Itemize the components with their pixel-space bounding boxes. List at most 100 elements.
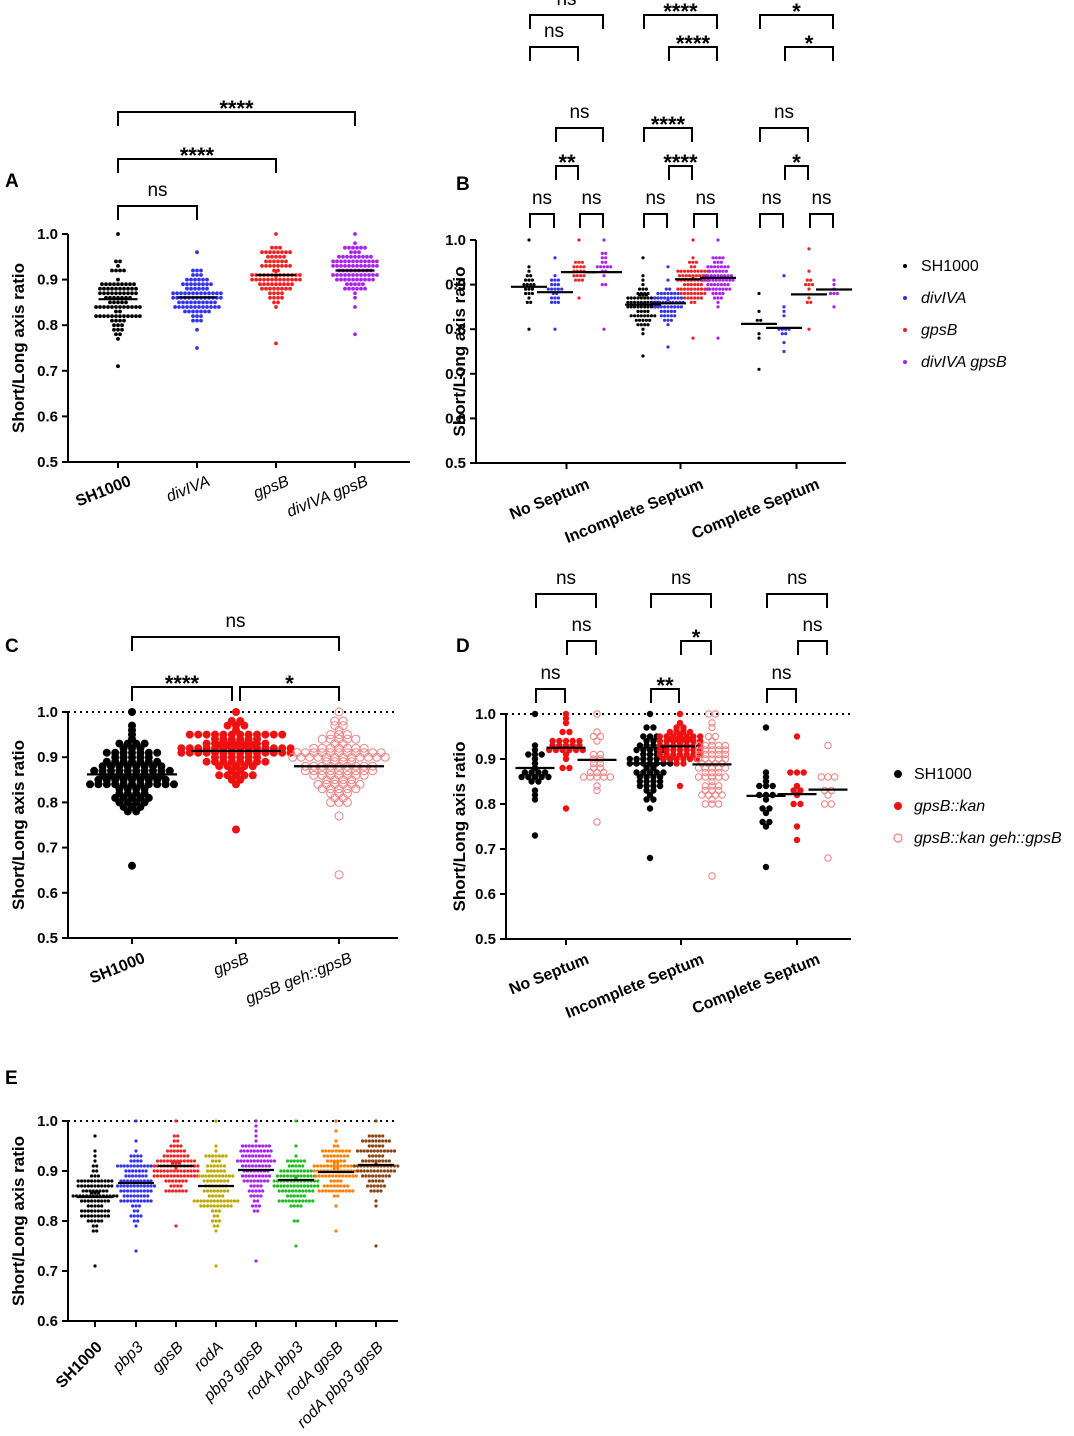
cat-2-point	[159, 1159, 163, 1163]
group-1-series-2-point	[711, 710, 720, 718]
cat-2-point	[268, 259, 272, 264]
cat-2-point	[174, 1189, 178, 1193]
cat-3-point	[222, 1164, 226, 1168]
cat-6-point	[329, 1159, 333, 1163]
comparison-bracket	[650, 593, 712, 608]
cat-2-point	[290, 277, 294, 282]
group-2-series-2-point	[824, 791, 832, 799]
group-2-series-1-point	[780, 332, 784, 336]
group-2-series-1-point	[793, 823, 801, 830]
cat-0-point	[86, 1179, 90, 1183]
cat-7-point	[374, 1174, 378, 1178]
group-1-series-2-point	[696, 269, 700, 273]
cat-1-point	[132, 1154, 136, 1158]
cat-5-point	[309, 1169, 313, 1173]
cat-0-point	[118, 286, 122, 291]
group-1-series-2-point	[686, 291, 690, 296]
cat-3-point	[197, 1174, 201, 1178]
cat-2-point	[294, 277, 298, 282]
group-1-series-3-point	[719, 296, 724, 300]
cat-5-point	[311, 1189, 315, 1193]
group-0-series-0-point	[531, 760, 539, 767]
cat-6-point	[329, 1179, 333, 1183]
cat-1-point	[232, 780, 240, 789]
cat-0-point	[115, 762, 124, 771]
cat-2-point	[334, 870, 344, 880]
cat-6-point	[336, 1194, 340, 1198]
cat-3-point	[353, 305, 357, 309]
cat-0-point	[100, 282, 104, 287]
group-1-series-0-point	[633, 314, 637, 318]
group-0-series-0-point	[530, 278, 535, 282]
cat-0-point	[95, 1224, 99, 1228]
cat-3-point	[363, 286, 367, 291]
group-2-series-0-point	[757, 336, 761, 340]
cat-0-point	[98, 286, 102, 291]
cat-2-point	[164, 1179, 168, 1183]
group-1-series-1-point	[666, 755, 674, 763]
cat-6-point	[322, 1154, 326, 1158]
cat-3-point	[202, 1204, 206, 1208]
group-1-series-1-point	[669, 305, 674, 309]
group-0-series-1-point	[553, 327, 557, 331]
cat-0-point	[110, 286, 114, 291]
cat-7-point	[381, 1174, 385, 1178]
cat-1-point	[227, 753, 236, 762]
cat-7-point	[374, 1204, 378, 1208]
cat-1-point	[136, 1194, 140, 1198]
group-0-series-3-point	[604, 283, 608, 287]
cat-2-point	[260, 286, 264, 291]
y-tick-label: 0.5	[475, 931, 496, 948]
y-tick-label: 1.0	[37, 704, 58, 721]
group-1-series-3-point	[714, 287, 718, 291]
cat-7-point	[381, 1154, 385, 1158]
cat-0-point	[93, 1184, 97, 1188]
cat-3-point	[206, 1169, 210, 1173]
cat-3-point	[355, 245, 359, 250]
group-2-series-0-point	[756, 782, 763, 790]
cat-3-point	[222, 1179, 226, 1183]
group-1-series-0-point	[650, 796, 657, 803]
cat-0-point	[96, 1184, 100, 1188]
cat-1-point	[191, 314, 195, 318]
cat-2-point	[355, 752, 365, 762]
group-1-series-0-point	[656, 782, 664, 790]
cat-5-point	[275, 1174, 280, 1178]
group-1-series-1-point	[656, 296, 660, 300]
comparison-bracket-label: *	[792, 150, 801, 175]
group-1-series-3-point	[708, 287, 712, 291]
group-0-series-0-point	[531, 791, 539, 799]
cat-4-point	[254, 1189, 258, 1193]
cat-6-point	[342, 1154, 346, 1158]
cat-3-point	[341, 254, 345, 259]
group-1-series-0-point	[633, 769, 640, 776]
cat-6-point	[339, 1179, 343, 1183]
group-2-series-1-point	[797, 787, 804, 794]
group-1-series-0-point	[626, 305, 630, 309]
cat-7-point	[389, 1149, 393, 1153]
comparison-bracket	[797, 640, 828, 655]
cat-1-point	[139, 1164, 143, 1168]
cat-5-point	[296, 1194, 300, 1198]
cat-0-point	[100, 1184, 104, 1188]
cat-7-point	[371, 1174, 375, 1178]
group-0-series-1-point	[553, 256, 557, 260]
cat-3-point	[351, 264, 355, 268]
cat-2-point	[266, 277, 270, 282]
cat-7-point	[387, 1139, 391, 1143]
cat-2-point	[182, 1174, 186, 1178]
cat-1-point	[142, 1189, 146, 1193]
group-2-series-2-point	[807, 327, 811, 331]
y-tick-label: 0.6	[37, 885, 58, 902]
group-1-series-2-point	[679, 287, 683, 291]
cat-1-point	[215, 291, 219, 296]
cat-1-point	[134, 1249, 138, 1253]
group-1-series-1-point	[690, 746, 697, 754]
cat-0-point	[104, 282, 108, 287]
cat-1-point	[217, 305, 221, 309]
cat-4-point	[257, 1174, 261, 1178]
group-0-series-2-point	[600, 773, 608, 781]
cat-3-point	[355, 277, 359, 282]
cat-2-point	[177, 1161, 181, 1165]
